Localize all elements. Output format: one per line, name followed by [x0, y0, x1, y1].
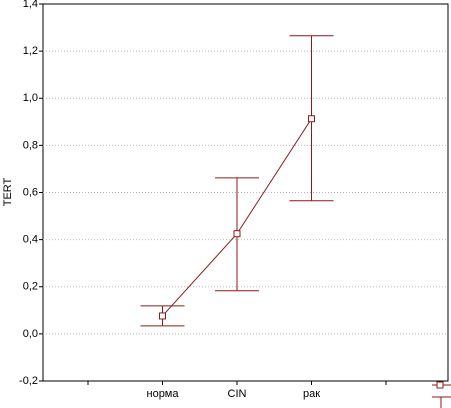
y-tick-label: 1,2: [23, 45, 38, 57]
y-tick-label: 0,4: [23, 234, 38, 246]
point: [159, 312, 166, 320]
y-tick-label: 1,4: [23, 0, 38, 10]
x-tick-label: норма: [147, 388, 180, 400]
plot-frame: [42, 3, 449, 382]
y-axis-label: TERT: [2, 177, 14, 206]
y-tick-label: -0,2: [19, 375, 38, 387]
y-tick-label: 1,0: [23, 92, 38, 104]
y-tick-label: 0,2: [23, 281, 38, 293]
point: [308, 115, 315, 123]
y-tick-label: 0,6: [23, 186, 38, 198]
y-tick-label: 0,8: [23, 139, 38, 151]
y-tick-label: 0,0: [23, 328, 38, 340]
legend-fragment: [432, 381, 451, 408]
x-tick-label: рак: [303, 388, 320, 400]
point: [233, 230, 241, 238]
x-tick-label: CIN: [228, 388, 247, 400]
